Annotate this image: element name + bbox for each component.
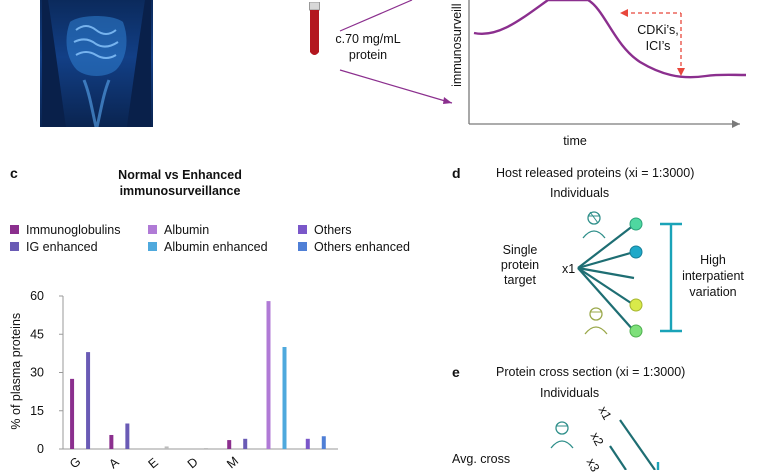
individual-dot bbox=[629, 217, 643, 231]
person-icon bbox=[550, 421, 574, 449]
legend-label: Others bbox=[314, 223, 352, 237]
panel-c-title-line2: immunosurveillance bbox=[119, 184, 241, 198]
bar-Oth-enhanced bbox=[321, 436, 326, 449]
panel-c-letter: c bbox=[10, 165, 18, 181]
panel-e-letter: e bbox=[452, 364, 460, 380]
person-icon bbox=[584, 307, 608, 335]
panel-c-title-line1: Normal vs Enhanced bbox=[118, 168, 242, 182]
person-icon bbox=[582, 211, 606, 239]
panel-d-letter: d bbox=[452, 165, 461, 181]
panel-e-individuals: Individuals bbox=[540, 386, 600, 400]
panel-d-target-line2: protein bbox=[500, 258, 540, 272]
bar-IgD-enhanced bbox=[203, 448, 208, 449]
bar-Alb-normal bbox=[266, 301, 271, 449]
anatomy-image bbox=[40, 0, 153, 127]
panel-d-target-line1: Single bbox=[502, 243, 538, 257]
individual-dot bbox=[629, 324, 643, 338]
bar-Alb-enhanced bbox=[282, 347, 287, 449]
legend-label: Albumin bbox=[164, 223, 210, 237]
blood-tube-icon bbox=[309, 2, 320, 58]
panel-d-individuals: Individuals bbox=[550, 186, 610, 200]
panel-d-variation-line3: variation bbox=[689, 285, 737, 299]
legend-swatch bbox=[148, 225, 157, 234]
bar-IgA-enhanced bbox=[125, 423, 130, 449]
individual-dot bbox=[629, 245, 643, 259]
legend-swatch bbox=[10, 242, 19, 251]
graph-annotation-line1: CDKi’s, bbox=[637, 23, 679, 37]
y-tick-label: 0 bbox=[37, 442, 44, 456]
tube-label-line2: protein bbox=[348, 48, 388, 62]
legend-label: Albumin enhanced bbox=[164, 240, 268, 254]
bar-IgM-enhanced bbox=[243, 438, 248, 449]
legend-label: Immunoglobulins bbox=[26, 223, 121, 237]
graph-annotation-line2: ICI’s bbox=[645, 39, 671, 53]
bar-Oth-normal bbox=[305, 438, 310, 449]
y-tick-label: 30 bbox=[30, 366, 44, 380]
bar-IgG-enhanced bbox=[86, 352, 91, 449]
legend-swatch bbox=[298, 242, 307, 251]
graph-xlabel: time bbox=[563, 134, 587, 148]
panel-e-title: Protein cross section (xi = 1:3000) bbox=[496, 365, 686, 379]
tube-label-line1: c.70 mg/mL bbox=[335, 32, 401, 46]
bar-IgE-enhanced bbox=[164, 446, 169, 449]
individual-dot bbox=[629, 298, 643, 312]
legend-swatch bbox=[298, 225, 307, 234]
bar-IgM-normal bbox=[227, 440, 232, 449]
panel-e-avg-line1: Avg. cross bbox=[452, 452, 511, 466]
legend-swatch bbox=[10, 225, 19, 234]
legend-label: IG enhanced bbox=[26, 240, 98, 254]
panel-d-variation-line1: High bbox=[700, 253, 726, 267]
panel-d-target-line3: target bbox=[504, 273, 536, 287]
y-tick-label: 45 bbox=[30, 327, 44, 341]
panel-d-x1-label: x1 bbox=[562, 262, 576, 276]
legend-swatch bbox=[148, 242, 157, 251]
bar-IgG-normal bbox=[70, 378, 75, 449]
y-tick-label: 15 bbox=[30, 404, 44, 418]
bar-IgA-normal bbox=[109, 434, 114, 449]
legend-label: Others enhanced bbox=[314, 240, 410, 254]
y-tick-label: 60 bbox=[30, 289, 44, 303]
panel-d-variation-line2: interpatient bbox=[682, 269, 744, 283]
immunosurveillance-graph bbox=[339, 0, 747, 128]
panel-d-title: Host released proteins (xi = 1:3000) bbox=[496, 166, 695, 180]
